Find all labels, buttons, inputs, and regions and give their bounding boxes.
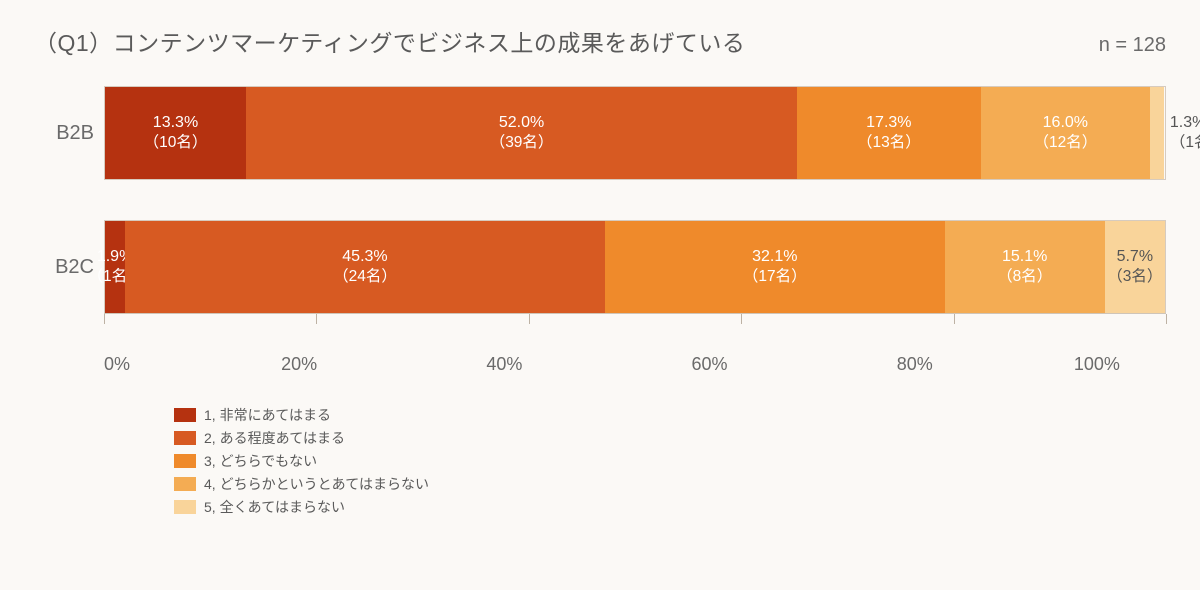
axis-tick — [954, 314, 955, 324]
axis-tick-label: 20% — [281, 354, 317, 375]
segment-count: （1名） — [1170, 133, 1200, 152]
legend-label: 1, 非常にあてはまる — [204, 405, 331, 425]
bar-segment: 1.3%（1名） — [1150, 87, 1164, 179]
bar-segment: 13.3%（10名） — [105, 87, 246, 179]
bar-segment: 5.7%（3名） — [1105, 221, 1165, 313]
bar-track: 13.3%（10名） 52.0%（39名） 17.3%（13名） 16.0%（12名）… — [104, 86, 1166, 180]
segment-count: （10名） — [144, 133, 208, 152]
chart-container: （Q1）コンテンツマーケティングでビジネス上の成果をあげている n = 128 … — [0, 0, 1200, 590]
legend-label: 2, ある程度あてはまる — [204, 428, 345, 448]
segment-label: 52.0%（39名） — [490, 113, 554, 152]
segment-label: 17.3%（13名） — [857, 113, 921, 152]
bar-row: B2C1.9%（1名）45.3%（24名）32.1%（17名）15.1%（8名）… — [104, 220, 1166, 314]
segment-label: 5.7%（3名） — [1107, 247, 1162, 286]
axis-tick — [316, 314, 317, 324]
plot-area: B2B13.3%（10名）52.0%（39名）17.3%（13名）16.0%（1… — [104, 86, 1166, 314]
legend-item: 5, 全くあてはまらない — [174, 497, 1166, 517]
segment-pct: 17.3% — [857, 113, 921, 133]
segment-pct: 45.3% — [333, 247, 397, 267]
bar-track: 1.9%（1名） 45.3%（24名） 32.1%（17名） 15.1%（8名） 5.7… — [104, 220, 1166, 314]
segment-count: （39名） — [490, 133, 554, 152]
bar-segment: 45.3%（24名） — [125, 221, 605, 313]
segment-label: 1.3%（1名） — [1164, 113, 1200, 152]
axis-tick — [741, 314, 742, 324]
legend-label: 5, 全くあてはまらない — [204, 497, 345, 517]
axis-tick — [529, 314, 530, 324]
segment-count: （3名） — [1107, 267, 1162, 286]
legend-label: 4, どちらかというとあてはまらない — [204, 474, 429, 494]
segment-count: （13名） — [857, 133, 921, 152]
row-label: B2C — [34, 256, 94, 279]
axis-tick-label: 100% — [1074, 354, 1120, 375]
legend-swatch — [174, 477, 196, 491]
legend: 1, 非常にあてはまる 2, ある程度あてはまる 3, どちらでもない 4, どちらか… — [174, 405, 1166, 517]
legend-item: 3, どちらでもない — [174, 451, 1166, 471]
axis-tick-label: 40% — [486, 354, 522, 375]
segment-label: 13.3%（10名） — [144, 113, 208, 152]
chart-header: （Q1）コンテンツマーケティングでビジネス上の成果をあげている n = 128 — [34, 24, 1166, 58]
legend-item: 4, どちらかというとあてはまらない — [174, 474, 1166, 494]
axis-tick — [104, 314, 105, 324]
chart-body: B2B13.3%（10名）52.0%（39名）17.3%（13名）16.0%（1… — [104, 86, 1166, 517]
bar-segment: 17.3%（13名） — [797, 87, 980, 179]
legend-item: 2, ある程度あてはまる — [174, 428, 1166, 448]
segment-count: （17名） — [743, 267, 807, 286]
legend-item: 1, 非常にあてはまる — [174, 405, 1166, 425]
segment-pct: 32.1% — [743, 247, 807, 267]
segment-pct: 52.0% — [490, 113, 554, 133]
segment-count: （12名） — [1033, 133, 1097, 152]
segment-label: 32.1%（17名） — [743, 247, 807, 286]
segment-label: 16.0%（12名） — [1033, 113, 1097, 152]
segment-label: 15.1%（8名） — [997, 247, 1052, 286]
sample-size: n = 128 — [1099, 34, 1166, 57]
axis-tick-label: 0% — [104, 354, 130, 375]
segment-pct: 5.7% — [1107, 247, 1162, 267]
legend-label: 3, どちらでもない — [204, 451, 317, 471]
axis-tick-label: 80% — [897, 354, 933, 375]
axis-tick — [1166, 314, 1167, 324]
bar-segment: 1.9%（1名） — [105, 221, 125, 313]
row-label: B2B — [34, 122, 94, 145]
bar-segment: 32.1%（17名） — [605, 221, 945, 313]
segment-count: （24名） — [333, 267, 397, 286]
segment-pct: 13.3% — [144, 113, 208, 133]
bar-segment: 16.0%（12名） — [981, 87, 1151, 179]
legend-swatch — [174, 454, 196, 468]
legend-swatch — [174, 408, 196, 422]
bar-row: B2B13.3%（10名）52.0%（39名）17.3%（13名）16.0%（1… — [104, 86, 1166, 180]
segment-count: （8名） — [997, 267, 1052, 286]
segment-label: 45.3%（24名） — [333, 247, 397, 286]
segment-pct: 15.1% — [997, 247, 1052, 267]
bar-segment: 15.1%（8名） — [945, 221, 1105, 313]
segment-pct: 16.0% — [1033, 113, 1097, 133]
segment-pct: 1.3% — [1170, 113, 1200, 133]
axis-ticks — [104, 314, 1166, 324]
legend-swatch — [174, 500, 196, 514]
legend-swatch — [174, 431, 196, 445]
bar-segment: 52.0%（39名） — [246, 87, 797, 179]
axis-tick-label: 60% — [692, 354, 728, 375]
chart-title: （Q1）コンテンツマーケティングでビジネス上の成果をあげている — [34, 24, 745, 58]
x-axis: 0% 20% 40% 60% 80% 100% — [104, 354, 1166, 375]
